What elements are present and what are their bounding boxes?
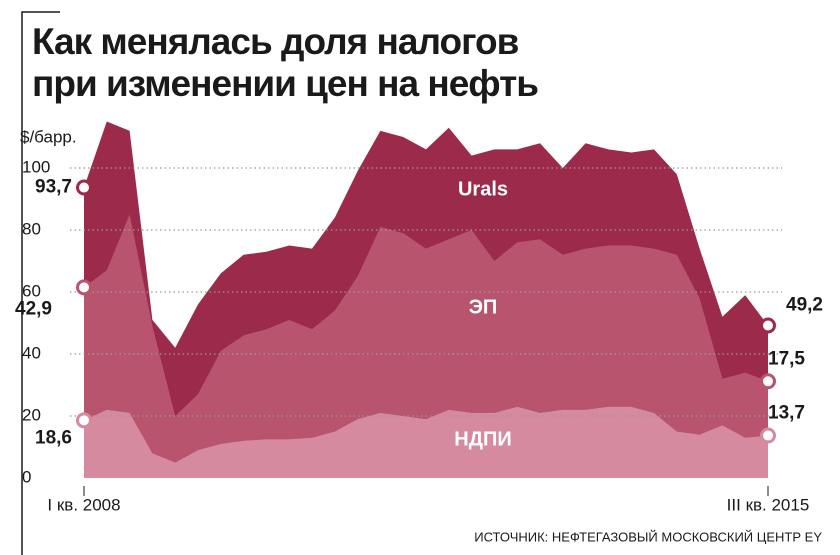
chart-title: Как менялась доля налогов <box>32 21 519 62</box>
y-tick-label: 0 <box>22 467 31 486</box>
y-tick-label: 60 <box>22 281 41 300</box>
value-label: 49,2 <box>786 294 823 315</box>
y-tick-label: 100 <box>22 157 50 176</box>
area <box>84 406 768 478</box>
y-tick-label: 40 <box>22 343 41 362</box>
marker <box>76 279 92 296</box>
source: ИСТОЧНИК: НЕФТЕГАЗОВЫЙ МОСКОВСКИЙ ЦЕНТР … <box>474 529 822 544</box>
marker <box>76 412 92 429</box>
series-label: НДПИ <box>454 428 511 450</box>
marker <box>760 373 776 390</box>
y-tick-label: 20 <box>22 405 41 424</box>
y-axis-label: $/барр. <box>20 127 77 146</box>
x-tick-label: I кв. 2008 <box>47 495 120 514</box>
value-label: 13,7 <box>768 403 805 424</box>
value-label: 93,7 <box>35 177 72 198</box>
marker <box>76 179 92 196</box>
series-label: Urals <box>458 178 508 200</box>
value-label: 18,6 <box>35 427 72 448</box>
x-tick-label: III кв. 2015 <box>727 495 810 514</box>
y-tick-label: 80 <box>22 219 41 238</box>
value-label: 42,9 <box>15 298 52 319</box>
frame <box>21 11 60 555</box>
marker <box>760 427 776 444</box>
chart-title: при изменении цен на нефть <box>32 63 538 104</box>
series-label: ЭП <box>469 296 498 318</box>
value-label: 17,5 <box>768 348 805 369</box>
marker <box>760 317 776 334</box>
area <box>84 214 768 463</box>
